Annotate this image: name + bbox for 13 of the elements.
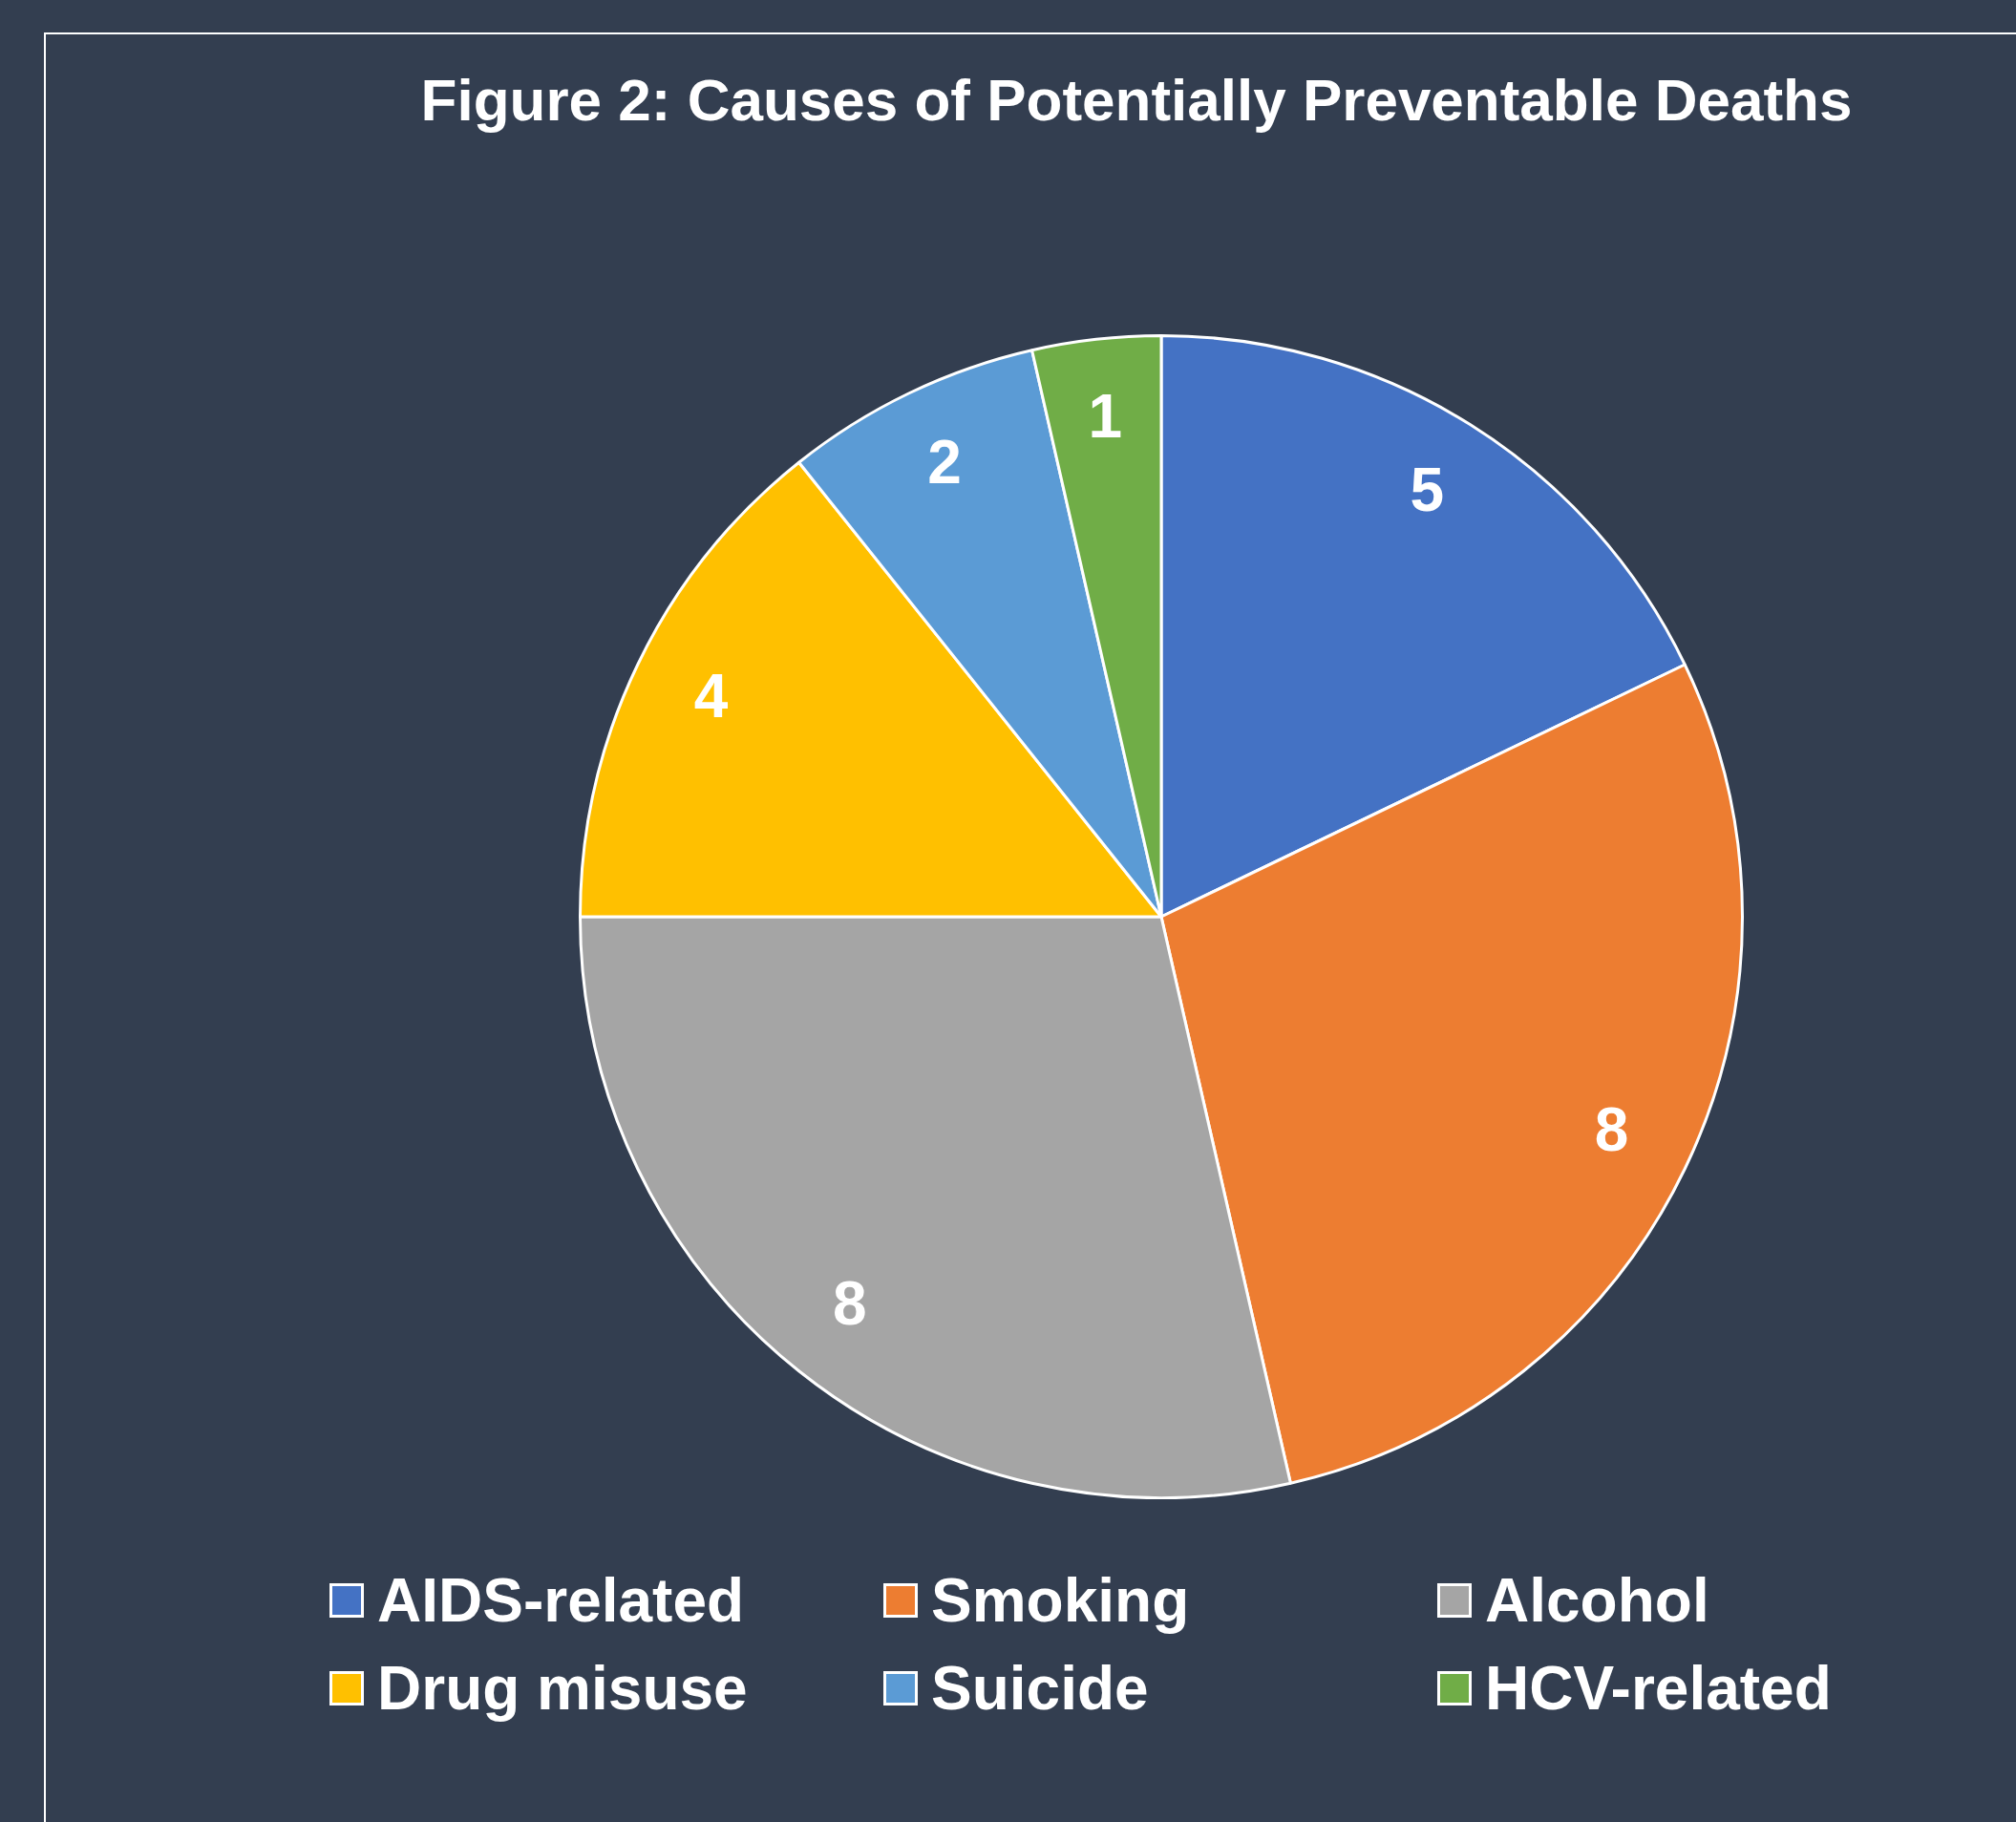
legend-label: Alcohol (1485, 1566, 1709, 1635)
data-label: 5 (1410, 455, 1445, 524)
legend-label: Smoking (931, 1566, 1190, 1635)
data-label: 1 (1088, 381, 1123, 451)
legend-label: AIDS-related (377, 1566, 745, 1635)
data-label: 8 (1594, 1094, 1629, 1164)
legend-label: Drug misuse (377, 1654, 748, 1723)
chart-title: Figure 2: Causes of Potentially Preventable Deaths (419, 66, 1854, 135)
legend-label: Suicide (931, 1654, 1149, 1723)
data-label: 2 (927, 428, 962, 498)
legend-label: HCV-related (1485, 1654, 1832, 1723)
data-label: 8 (832, 1268, 867, 1338)
data-label: 4 (693, 661, 729, 731)
